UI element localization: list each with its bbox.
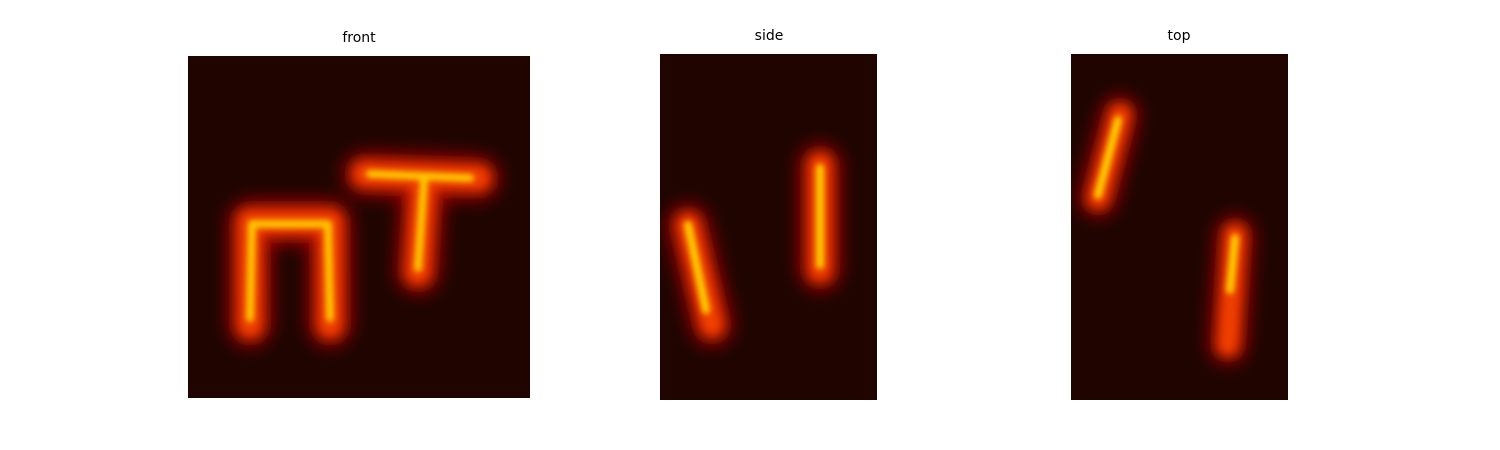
heatmap-image	[660, 54, 877, 400]
panel-title: side	[755, 28, 784, 44]
heatmap-image	[1071, 54, 1288, 400]
panel-title: front	[342, 30, 376, 46]
panel-title: top	[1168, 28, 1191, 44]
heatmap-image	[188, 56, 530, 398]
